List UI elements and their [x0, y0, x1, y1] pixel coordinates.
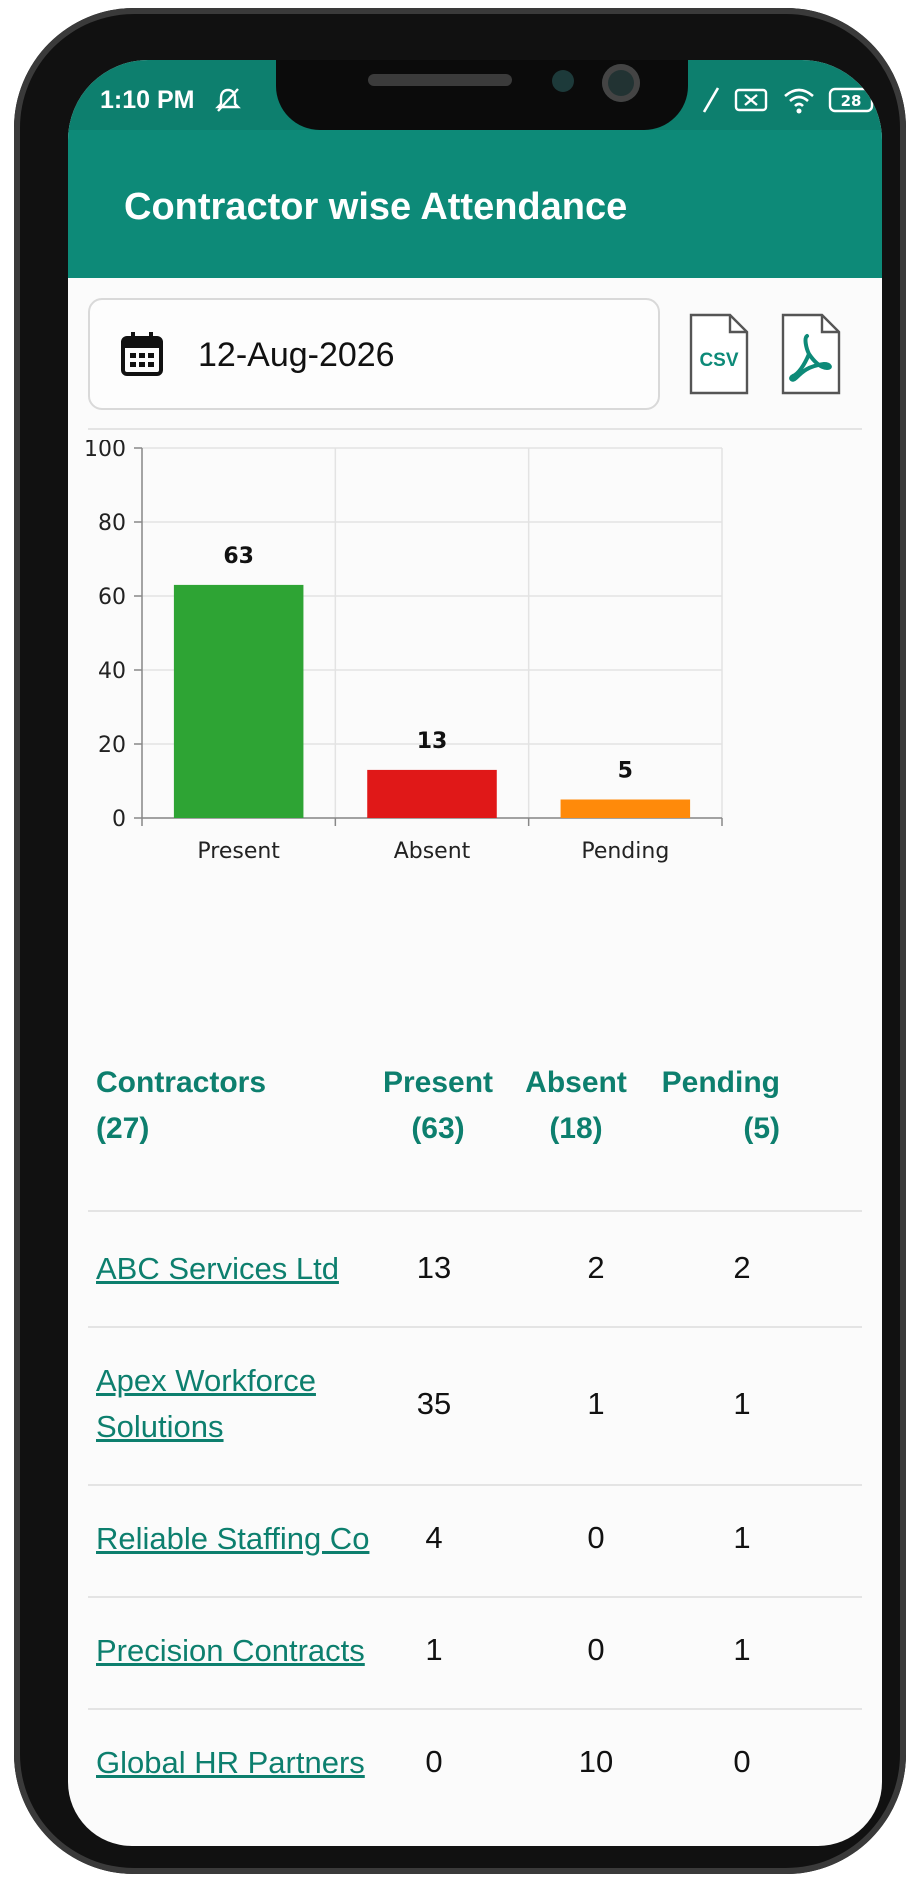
header-present[interactable]: Present (63) — [382, 1066, 494, 1145]
pending-count: 0 — [733, 1744, 751, 1779]
y-tick-label: 60 — [98, 585, 126, 610]
pdf-export-button[interactable] — [780, 312, 842, 396]
pending-count: 1 — [733, 1632, 751, 1667]
contractor-link[interactable]: Global HR Partners — [96, 1745, 365, 1780]
calendar-icon — [120, 330, 164, 383]
camera-notch — [276, 60, 688, 130]
bar-absent — [367, 769, 497, 818]
y-tick-label: 80 — [98, 511, 126, 536]
bar-value-label: 13 — [417, 729, 448, 754]
table-row: Precision Contracts 1 0 1 — [88, 1596, 862, 1708]
pending-count: 1 — [733, 1386, 751, 1421]
app-bar: Contractor wise Attendance — [68, 130, 882, 278]
attendance-bar-chart: 0 20 40 60 80 100 63 Present 13 Absent 5 Pending — [84, 440, 723, 864]
table-row: Reliable Staffing Co 4 0 1 — [88, 1484, 862, 1596]
contractor-link[interactable]: ABC Services Ltd — [96, 1251, 339, 1286]
screen: 1:10 PM 28 — [68, 60, 882, 1846]
x-tick-label: Present — [197, 839, 280, 864]
contractor-link[interactable]: Precision Contracts — [96, 1633, 365, 1668]
signal-icon — [700, 86, 722, 119]
absent-count: 0 — [587, 1632, 605, 1667]
table-row: Apex Workforce Solutions 35 1 1 — [88, 1326, 862, 1484]
y-tick-label: 20 — [98, 733, 126, 758]
header-absent[interactable]: Absent (18) — [525, 1066, 627, 1145]
y-tick-label: 40 — [98, 659, 126, 684]
absent-count: 1 — [587, 1386, 605, 1421]
present-count: 35 — [416, 1386, 452, 1421]
bar-value-label: 63 — [223, 544, 254, 569]
status-time: 1:10 PM — [100, 86, 195, 114]
header-contractors[interactable]: Contractors (27) — [96, 1066, 267, 1145]
absent-count: 2 — [587, 1250, 605, 1285]
absent-count: 10 — [578, 1744, 614, 1779]
present-count: 1 — [425, 1632, 443, 1667]
divider — [88, 428, 862, 430]
bar-pending — [560, 799, 691, 818]
table-row: ABC Services Ltd 13 2 2 — [88, 1210, 862, 1326]
wifi-icon — [782, 86, 816, 119]
table-row: Global HR Partners 0 10 0 — [88, 1708, 862, 1820]
present-count: 0 — [425, 1744, 443, 1779]
battery-icon: 28 — [828, 86, 880, 119]
absent-count: 0 — [587, 1520, 605, 1555]
y-tick-label: 100 — [84, 440, 126, 462]
csv-export-button[interactable]: CSV — [688, 312, 750, 396]
y-tick-label: 0 — [112, 807, 126, 832]
contractor-link[interactable]: Apex Workforce Solutions — [96, 1363, 316, 1444]
bell-off-icon — [214, 86, 242, 119]
pdf-file-icon — [781, 313, 841, 395]
header-pending[interactable]: Pending (5) — [661, 1066, 780, 1145]
bar-value-label: 5 — [618, 759, 633, 784]
pending-count: 1 — [733, 1520, 751, 1555]
contractor-link[interactable]: Reliable Staffing Co — [96, 1521, 370, 1556]
battery-level: 28 — [841, 92, 862, 110]
csv-file-icon: CSV — [689, 313, 749, 395]
status-bar: 1:10 PM 28 — [68, 60, 882, 130]
x-tick-label: Pending — [581, 839, 669, 864]
pending-count: 2 — [733, 1250, 751, 1285]
csv-label: CSV — [699, 350, 738, 371]
x-tick-label: Absent — [394, 839, 471, 864]
no-sim-icon — [734, 86, 768, 119]
bar-present — [173, 584, 304, 818]
date-picker[interactable]: 12-Aug-2026 — [88, 298, 660, 410]
date-value: 12-Aug-2026 — [198, 336, 395, 374]
page-title: Contractor wise Attendance — [124, 186, 628, 228]
present-count: 13 — [416, 1250, 452, 1285]
present-count: 4 — [425, 1520, 443, 1555]
phone-frame: 1:10 PM 28 — [14, 8, 906, 1874]
